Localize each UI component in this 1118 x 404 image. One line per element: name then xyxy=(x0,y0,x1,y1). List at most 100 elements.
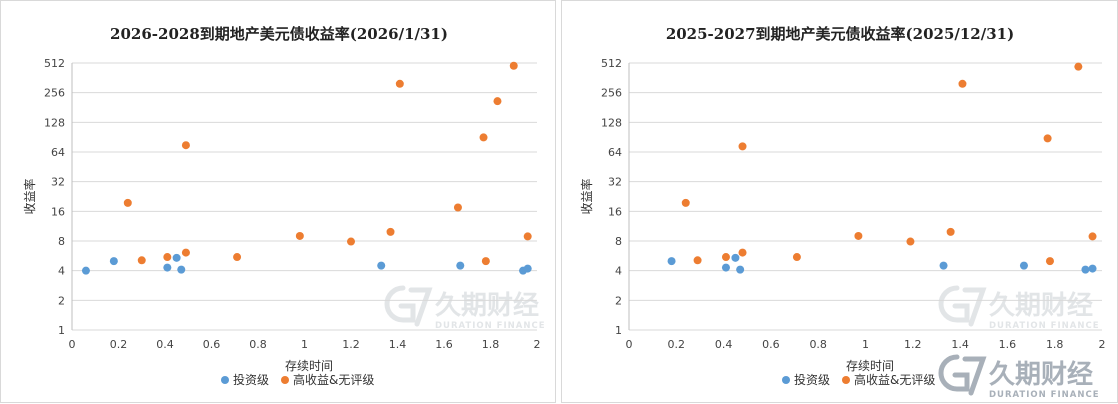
watermark-cn: 久期财经 xyxy=(435,290,539,321)
y-tick-label: 32 xyxy=(608,176,622,189)
watermark-en: DURATION FINANCE xyxy=(435,321,546,331)
watermark-en: DURATION FINANCE xyxy=(989,321,1100,331)
x-tick-label: 2 xyxy=(1099,338,1106,351)
y-tick-label: 64 xyxy=(51,146,65,159)
y-tick-label: 16 xyxy=(608,205,622,218)
legend-label-investment-grade: 投资级 xyxy=(794,372,830,387)
y-tick-label: 128 xyxy=(44,116,65,129)
point-investment-grade xyxy=(81,266,90,275)
y-tick-label: 1 xyxy=(615,324,622,337)
x-tick-label: 1.2 xyxy=(342,338,360,351)
y-tick-label: 64 xyxy=(608,146,622,159)
point-high-yield xyxy=(906,237,915,246)
y-tick-label: 256 xyxy=(44,87,65,100)
point-high-yield xyxy=(958,79,967,88)
x-axis-label: 存续时间 xyxy=(285,359,333,373)
x-tick-label: 0 xyxy=(626,338,633,351)
point-investment-grade xyxy=(172,253,181,262)
y-tick-label: 2 xyxy=(58,294,65,307)
x-tick-label: 0.2 xyxy=(110,338,128,351)
y-tick-label: 8 xyxy=(615,235,622,248)
x-tick-label: 2 xyxy=(534,338,541,351)
x-tick-label: 1 xyxy=(301,338,308,351)
legend-marker-high-yield xyxy=(842,376,850,384)
point-high-yield xyxy=(347,237,355,246)
chart-title: 2025-2027到期地产美元债收益率(2025/12/31) xyxy=(666,25,1014,43)
point-high-yield xyxy=(163,253,172,262)
watermark-g-shape xyxy=(384,285,416,323)
x-tick-label: 0.6 xyxy=(203,338,221,351)
legend-label-investment-grade: 投资级 xyxy=(233,372,269,387)
point-high-yield xyxy=(123,198,132,207)
y-axis-label: 收益率 xyxy=(22,178,37,214)
point-high-yield xyxy=(738,142,747,151)
x-tick-label: 1.6 xyxy=(999,338,1017,351)
x-tick-label: 1.8 xyxy=(482,338,500,351)
x-tick-label: 0.8 xyxy=(249,338,267,351)
point-high-yield xyxy=(453,203,462,212)
y-tick-label: 512 xyxy=(601,57,622,70)
point-investment-grade xyxy=(1088,264,1097,273)
point-high-yield xyxy=(523,232,532,241)
legend-marker-high-yield xyxy=(281,376,289,384)
point-high-yield xyxy=(738,248,747,257)
x-tick-label: 0 xyxy=(69,338,76,351)
watermark-en: DURATION FINANCE xyxy=(989,390,1100,400)
point-high-yield xyxy=(137,256,146,265)
x-tick-label: 0.6 xyxy=(762,338,780,351)
y-axis-label: 收益率 xyxy=(579,178,594,214)
y-tick-label: 256 xyxy=(601,87,622,100)
point-high-yield xyxy=(386,227,395,236)
point-high-yield xyxy=(479,133,488,142)
y-tick-label: 32 xyxy=(51,176,65,189)
x-tick-label: 1.8 xyxy=(1046,338,1064,351)
y-tick-label: 512 xyxy=(44,57,65,70)
point-investment-grade xyxy=(523,264,532,273)
point-investment-grade xyxy=(163,263,172,272)
point-investment-grade xyxy=(736,265,745,274)
x-tick-label: 1.4 xyxy=(389,338,407,351)
point-high-yield xyxy=(509,61,518,70)
chart-panel-right: 久期财经 DURATION FINANCE 2025-2027到期地产美元债收益率(… xyxy=(561,0,1118,403)
legend: 投资级 高收益&无评级 xyxy=(782,372,935,387)
point-investment-grade xyxy=(721,263,730,272)
point-high-yield xyxy=(395,79,404,88)
point-high-yield xyxy=(181,141,190,150)
point-investment-grade xyxy=(109,257,118,266)
point-high-yield xyxy=(693,256,702,265)
x-tick-label: 0.4 xyxy=(715,338,733,351)
point-high-yield xyxy=(1043,134,1052,143)
watermark-7-shape xyxy=(408,287,433,327)
watermark-cn: 久期财经 xyxy=(989,290,1093,321)
y-tick-label: 128 xyxy=(601,116,622,129)
chart-title: 2026-2028到期地产美元债收益率(2026/1/31) xyxy=(110,25,448,43)
y-tick-label: 2 xyxy=(615,294,622,307)
point-investment-grade xyxy=(731,253,740,262)
point-high-yield xyxy=(946,227,955,236)
point-investment-grade xyxy=(1019,261,1028,270)
point-high-yield xyxy=(481,257,490,266)
x-tick-label: 0.8 xyxy=(809,338,827,351)
point-high-yield xyxy=(295,231,304,240)
point-investment-grade xyxy=(1081,265,1090,274)
point-investment-grade xyxy=(377,261,386,270)
y-tick-label: 1 xyxy=(58,324,65,337)
point-high-yield xyxy=(181,248,190,257)
y-tick-label: 8 xyxy=(58,235,65,248)
watermark-g-shape xyxy=(938,285,970,323)
legend-label-high-yield: 高收益&无评级 xyxy=(854,372,935,387)
point-investment-grade xyxy=(456,261,465,270)
legend-marker-investment-grade xyxy=(221,376,229,384)
legend-marker-investment-grade xyxy=(782,376,790,384)
x-tick-label: 0.2 xyxy=(668,338,686,351)
point-high-yield xyxy=(1045,257,1054,266)
point-investment-grade xyxy=(667,257,676,266)
x-tick-label: 1.6 xyxy=(435,338,453,351)
point-high-yield xyxy=(681,198,690,207)
chart-panel-left: 久期财经 DURATION FINANCE 2026-2028到期地产美元债收益率(… xyxy=(0,0,556,403)
